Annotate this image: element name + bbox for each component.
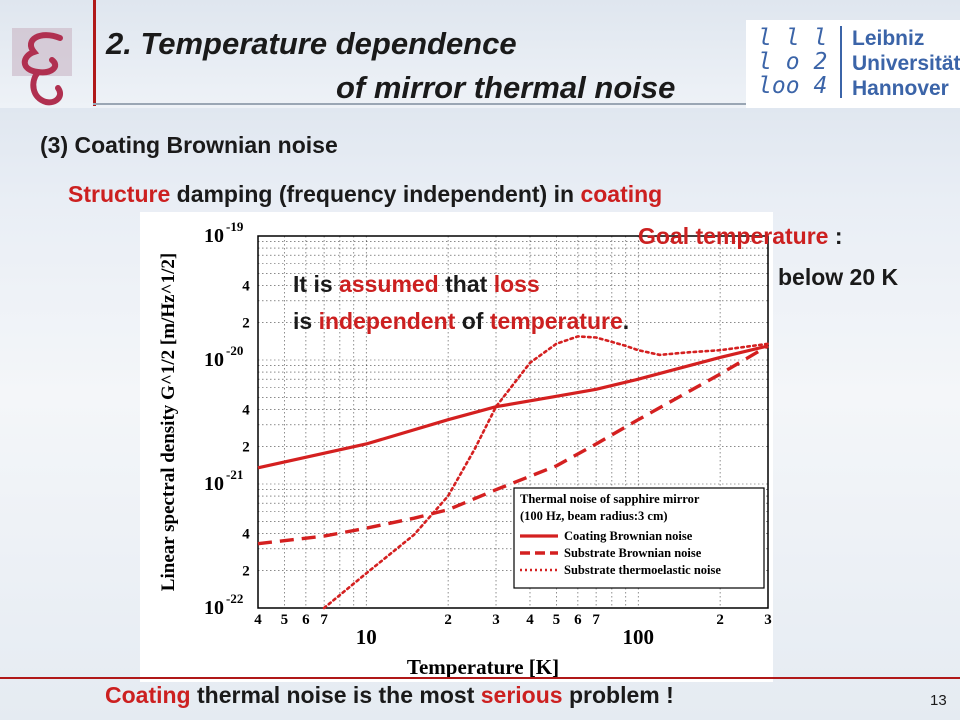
plot-frame — [257, 235, 769, 609]
series-line-dashed — [257, 344, 769, 546]
x-tick-label: 100 — [622, 625, 654, 649]
y-tick-label: 10 — [204, 597, 224, 619]
goal-temperature-label: Goal temperature : — [638, 223, 843, 249]
y-tick-label: 10 — [204, 473, 224, 495]
y-tick-label: 10 — [204, 225, 224, 247]
x-tick-label: 7 — [320, 612, 328, 628]
x-tick-label: 5 — [553, 612, 561, 628]
legend-entry: Substrate thermoelastic noise — [564, 563, 721, 577]
goal-temperature-value: below 20 K — [778, 264, 899, 290]
y-tick-exponent: -20 — [226, 343, 243, 358]
y-tick-label: 2 — [242, 440, 250, 456]
x-tick-label: 5 — [281, 612, 289, 628]
y-tick-label: 4 — [242, 278, 250, 294]
legend-entry: Coating Brownian noise — [564, 529, 693, 543]
conclusion-text: Coating thermal noise is the most seriou… — [105, 682, 674, 708]
y-tick-label: 10 — [204, 349, 224, 371]
x-tick-label: 6 — [574, 612, 582, 628]
university-logo-divider — [840, 26, 842, 98]
x-tick-label: 10 — [356, 625, 377, 649]
structure-damping-line: Structure damping (frequency independent… — [68, 181, 663, 207]
x-tick-label: 3 — [492, 612, 500, 628]
assumption-note: It is assumed that loss is independent o… — [293, 271, 630, 334]
series-line-dotted — [322, 335, 770, 610]
y-tick-label: 4 — [242, 402, 250, 418]
x-tick-label: 7 — [592, 612, 600, 628]
x-tick-label: 2 — [716, 612, 724, 628]
x-tick-label: 4 — [254, 612, 262, 628]
series-line-solid — [257, 344, 769, 470]
y-tick-exponent: -22 — [226, 591, 243, 606]
y-tick-label: 2 — [242, 316, 250, 332]
y-tick-label: 2 — [242, 564, 250, 580]
y-axis-label: Linear spectral density G^1/2 [m/Hz^1/2] — [158, 253, 179, 591]
y-tick-exponent: -19 — [226, 219, 244, 234]
x-tick-label: 2 — [444, 612, 452, 628]
footer-line — [0, 677, 960, 679]
section-subtitle: (3) Coating Brownian noise — [40, 132, 338, 158]
x-tick-label: 4 — [526, 612, 534, 628]
title-accent-line — [93, 0, 96, 106]
university-logo — [746, 20, 960, 108]
institute-logo-icon — [12, 28, 72, 106]
title-underline — [93, 103, 748, 105]
page-number: 13 — [930, 692, 947, 709]
page-title-line1: 2. Temperature dependence — [106, 26, 517, 61]
page-title-line2: of mirror thermal noise — [336, 70, 676, 105]
legend-box — [513, 487, 765, 589]
y-tick-label: 4 — [242, 526, 250, 542]
legend-title: Thermal noise of sapphire mirror — [520, 492, 700, 506]
legend-entry: Substrate Brownian noise — [564, 546, 702, 560]
y-tick-exponent: -21 — [226, 467, 243, 482]
legend-title: (100 Hz, beam radius:3 cm) — [520, 509, 668, 523]
x-axis-label: Temperature [K] — [407, 655, 559, 679]
x-tick-label: 6 — [302, 612, 310, 628]
x-tick-label: 3 — [764, 612, 772, 628]
university-logo-text: Leibniz Universität Hannover — [852, 27, 960, 100]
chart-panel: 4 5 6 7 10 2 3 4 5 6 7 100 2 3 10 -22 2 4 10 -21 2 4 10 -20 2 4 10… — [140, 212, 773, 682]
university-logo-digits: l l l l o 2 loo 4 — [758, 25, 828, 99]
